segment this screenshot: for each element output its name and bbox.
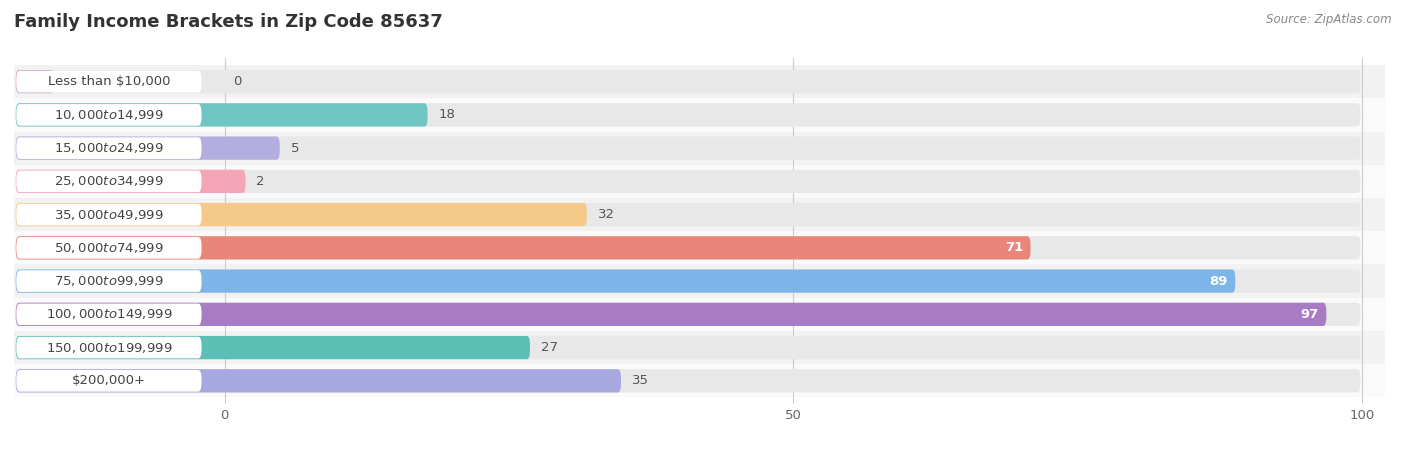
Bar: [14, 264, 1385, 298]
Bar: [14, 132, 1385, 165]
FancyBboxPatch shape: [15, 103, 1361, 127]
FancyBboxPatch shape: [17, 270, 201, 292]
Text: $200,000+: $200,000+: [72, 374, 146, 387]
Bar: [14, 98, 1385, 132]
FancyBboxPatch shape: [17, 204, 201, 225]
Text: $10,000 to $14,999: $10,000 to $14,999: [53, 108, 163, 122]
Text: $35,000 to $49,999: $35,000 to $49,999: [53, 207, 163, 222]
Text: $15,000 to $24,999: $15,000 to $24,999: [53, 141, 163, 155]
Bar: [14, 298, 1385, 331]
FancyBboxPatch shape: [15, 369, 1361, 392]
Bar: [14, 331, 1385, 364]
Text: 5: 5: [291, 141, 299, 154]
Text: 2: 2: [256, 175, 264, 188]
FancyBboxPatch shape: [17, 71, 201, 92]
Bar: [14, 165, 1385, 198]
FancyBboxPatch shape: [15, 336, 530, 359]
FancyBboxPatch shape: [17, 337, 201, 358]
FancyBboxPatch shape: [15, 170, 1361, 193]
FancyBboxPatch shape: [15, 336, 1361, 359]
FancyBboxPatch shape: [15, 103, 427, 127]
Text: 32: 32: [598, 208, 614, 221]
Text: 27: 27: [541, 341, 558, 354]
Text: $100,000 to $149,999: $100,000 to $149,999: [45, 308, 172, 321]
Text: $50,000 to $74,999: $50,000 to $74,999: [53, 241, 163, 255]
Text: 18: 18: [439, 108, 456, 121]
FancyBboxPatch shape: [15, 136, 280, 160]
Text: 89: 89: [1209, 275, 1227, 288]
FancyBboxPatch shape: [15, 269, 1236, 293]
FancyBboxPatch shape: [17, 237, 201, 259]
Text: 71: 71: [1005, 242, 1024, 254]
Bar: [14, 65, 1385, 98]
Text: Source: ZipAtlas.com: Source: ZipAtlas.com: [1267, 13, 1392, 26]
Bar: [14, 231, 1385, 264]
Bar: [14, 364, 1385, 397]
Text: 97: 97: [1301, 308, 1319, 321]
FancyBboxPatch shape: [17, 304, 201, 325]
FancyBboxPatch shape: [15, 303, 1361, 326]
FancyBboxPatch shape: [17, 104, 201, 126]
Text: 0: 0: [233, 75, 242, 88]
Bar: [14, 198, 1385, 231]
FancyBboxPatch shape: [15, 136, 1361, 160]
Text: 35: 35: [631, 374, 648, 387]
Text: Less than $10,000: Less than $10,000: [48, 75, 170, 88]
FancyBboxPatch shape: [15, 369, 621, 392]
FancyBboxPatch shape: [15, 203, 1361, 226]
Text: $75,000 to $99,999: $75,000 to $99,999: [53, 274, 163, 288]
FancyBboxPatch shape: [15, 269, 1361, 293]
Text: $25,000 to $34,999: $25,000 to $34,999: [53, 174, 163, 189]
FancyBboxPatch shape: [17, 137, 201, 159]
Text: $150,000 to $199,999: $150,000 to $199,999: [45, 341, 172, 355]
FancyBboxPatch shape: [15, 236, 1031, 260]
FancyBboxPatch shape: [15, 170, 246, 193]
FancyBboxPatch shape: [15, 303, 1326, 326]
Text: Family Income Brackets in Zip Code 85637: Family Income Brackets in Zip Code 85637: [14, 13, 443, 31]
FancyBboxPatch shape: [15, 70, 1361, 93]
FancyBboxPatch shape: [15, 70, 53, 93]
FancyBboxPatch shape: [15, 236, 1361, 260]
FancyBboxPatch shape: [15, 203, 586, 226]
FancyBboxPatch shape: [17, 370, 201, 392]
FancyBboxPatch shape: [17, 171, 201, 192]
